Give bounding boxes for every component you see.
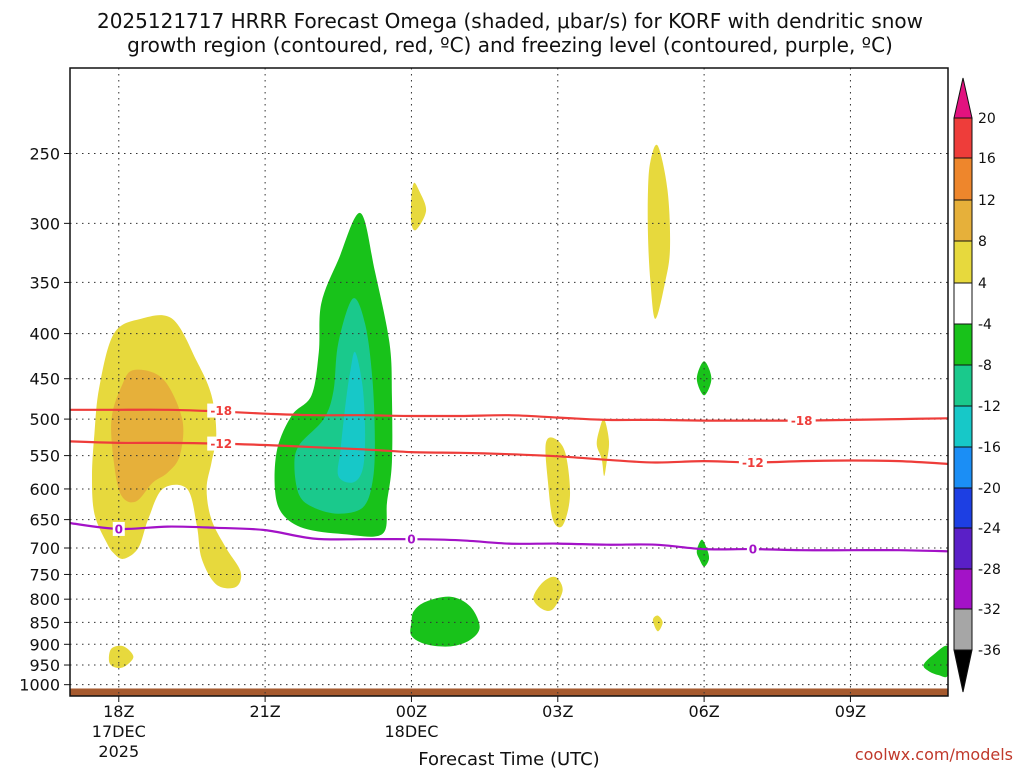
colorbar-label--24: -24 xyxy=(978,521,1001,537)
y-tick-label-550: 550 xyxy=(29,447,60,466)
colorbar-band-11 xyxy=(953,568,973,610)
contour-label-freezing-level-1: 0 xyxy=(407,533,415,547)
y-tick-label-800: 800 xyxy=(29,590,60,609)
omega-region-neg-8-4-06z-low xyxy=(696,539,710,567)
colorbar-label-20: 20 xyxy=(978,111,996,127)
colorbar-label--12: -12 xyxy=(978,399,1001,415)
colorbar-band-1 xyxy=(953,157,973,201)
x-tick-sublabel-2025: 2025 xyxy=(98,742,139,761)
colorbar-label--36: -36 xyxy=(978,643,1001,659)
colorbar-label--4: -4 xyxy=(978,317,992,333)
colorbar-label--28: -28 xyxy=(978,562,1001,578)
terrain-layer xyxy=(70,688,948,696)
chart-title-line-1: 2025121717 HRRR Forecast Omega (shaded, … xyxy=(97,9,923,33)
omega-region-neg-8-4-11z xyxy=(923,645,948,678)
x-tick-label-18Z: 18Z xyxy=(103,702,134,721)
omega-region-pos-4-8-02z-low xyxy=(533,576,563,611)
colorbar-label-4: 4 xyxy=(978,276,987,292)
contour-label-minus18-isotherm-1: -18 xyxy=(791,414,813,428)
plot-background xyxy=(70,68,948,696)
contour-label-bg-freezing-level-0 xyxy=(112,521,125,536)
y-tick-label-300: 300 xyxy=(29,214,60,233)
colorbar-band-5 xyxy=(953,323,973,366)
colorbar-label--8: -8 xyxy=(978,358,992,374)
contour-label-minus12-isotherm-0: -12 xyxy=(210,437,232,451)
colorbar-label-12: 12 xyxy=(978,193,996,209)
colorbar-band-12 xyxy=(953,608,973,651)
x-tick-label-09Z: 09Z xyxy=(835,702,866,721)
omega-region-pos-4-8-low-18z xyxy=(108,645,134,669)
contour-label-bg-minus12-isotherm-1 xyxy=(738,455,767,470)
contour-label-layer: -18 -18 -12 -12 0 0 0 xyxy=(112,403,816,557)
x-tick-label-06Z: 06Z xyxy=(688,702,719,721)
y-tick-label-250: 250 xyxy=(29,144,60,163)
y-tick-label-950: 950 xyxy=(29,656,60,675)
contour-label-bg-minus18-isotherm-0 xyxy=(207,403,236,418)
contour-label-minus12-isotherm-1: -12 xyxy=(742,456,764,470)
contour-label-minus18-isotherm-0: -18 xyxy=(210,404,232,418)
colorbar-band-10 xyxy=(953,527,973,570)
y-tick-label-600: 600 xyxy=(29,480,60,499)
x-tick-sublabel-17DEC: 17DEC xyxy=(92,722,146,741)
contour-label-bg-minus12-isotherm-0 xyxy=(207,436,236,451)
contour-label-bg-freezing-level-1 xyxy=(405,532,418,547)
omega-region-pos-4-8-300mb xyxy=(410,182,427,231)
y-tick-label-350: 350 xyxy=(29,273,60,292)
colorbar-label-16: 16 xyxy=(978,151,996,167)
colorbar-bottom-arrow xyxy=(953,649,973,693)
plot-frame xyxy=(69,67,949,697)
omega-region-neg-8-4-06z-mid xyxy=(696,361,712,396)
contour-label-bg-freezing-level-2 xyxy=(746,542,759,557)
colorbar-band-7 xyxy=(953,405,973,448)
colorbar-band-2 xyxy=(953,199,973,242)
omega-region-pos-8-12-early xyxy=(111,369,184,503)
y-axis: 250 300 350 400 450 500 550 600 650 700 750 800 850 9… xyxy=(19,144,70,695)
contour-label-freezing-level-0: 0 xyxy=(115,522,123,536)
x-tick-label-21Z: 21Z xyxy=(249,702,280,721)
x-tick-sublabel-18DEC: 18DEC xyxy=(384,722,438,741)
colorbar-label--32: -32 xyxy=(978,602,1001,618)
terrain-band xyxy=(70,688,948,696)
omega-region-pos-4-8-05z-upper xyxy=(647,144,671,319)
colorbar-label-8: 8 xyxy=(978,234,987,250)
colorbar-top-arrow xyxy=(953,77,973,119)
colorbar-band-8 xyxy=(953,446,973,489)
y-tick-label-500: 500 xyxy=(29,410,60,429)
colorbar-label--20: -20 xyxy=(978,481,1001,497)
omega-region-pos-4-8-04z xyxy=(596,418,610,477)
colorbar-band-6 xyxy=(953,364,973,407)
chart-title-line-2: growth region (contoured, red, ºC) and f… xyxy=(127,33,893,57)
contour-label-freezing-level-2: 0 xyxy=(749,543,757,557)
y-tick-label-850: 850 xyxy=(29,613,60,632)
y-tick-label-400: 400 xyxy=(29,325,60,344)
x-axis-title: Forecast Time (UTC) xyxy=(418,749,599,768)
y-tick-label-750: 750 xyxy=(29,565,60,584)
y-tick-label-450: 450 xyxy=(29,370,60,389)
contour-freezing-level xyxy=(70,522,948,553)
colorbar-band-3 xyxy=(953,240,973,284)
colorbar-band-0 xyxy=(953,117,973,159)
colorbar-label--16: -16 xyxy=(978,440,1001,456)
omega-region-pos-4-8-05z-low xyxy=(652,615,663,632)
shaded-omega-layer xyxy=(92,144,948,678)
credit-text: coolwx.com/models xyxy=(855,745,1013,764)
colorbar-band-4 xyxy=(953,282,973,325)
y-tick-label-700: 700 xyxy=(29,539,60,558)
colorbar: 20 16 12 8 4 -4 -8 -12 -16 -20 -24 -28 -32 -36 xyxy=(953,77,1001,693)
x-tick-label-00Z: 00Z xyxy=(396,702,427,721)
y-tick-label-650: 650 xyxy=(29,511,60,530)
grid-layer xyxy=(70,68,948,696)
contour-label-bg-minus18-isotherm-1 xyxy=(787,413,816,428)
x-tick-label-03Z: 03Z xyxy=(542,702,573,721)
colorbar-band-9 xyxy=(953,487,973,529)
y-tick-label-900: 900 xyxy=(29,635,60,654)
y-tick-label-1000: 1000 xyxy=(19,676,60,695)
omega-region-neg-8-4-00z-low xyxy=(410,596,480,647)
